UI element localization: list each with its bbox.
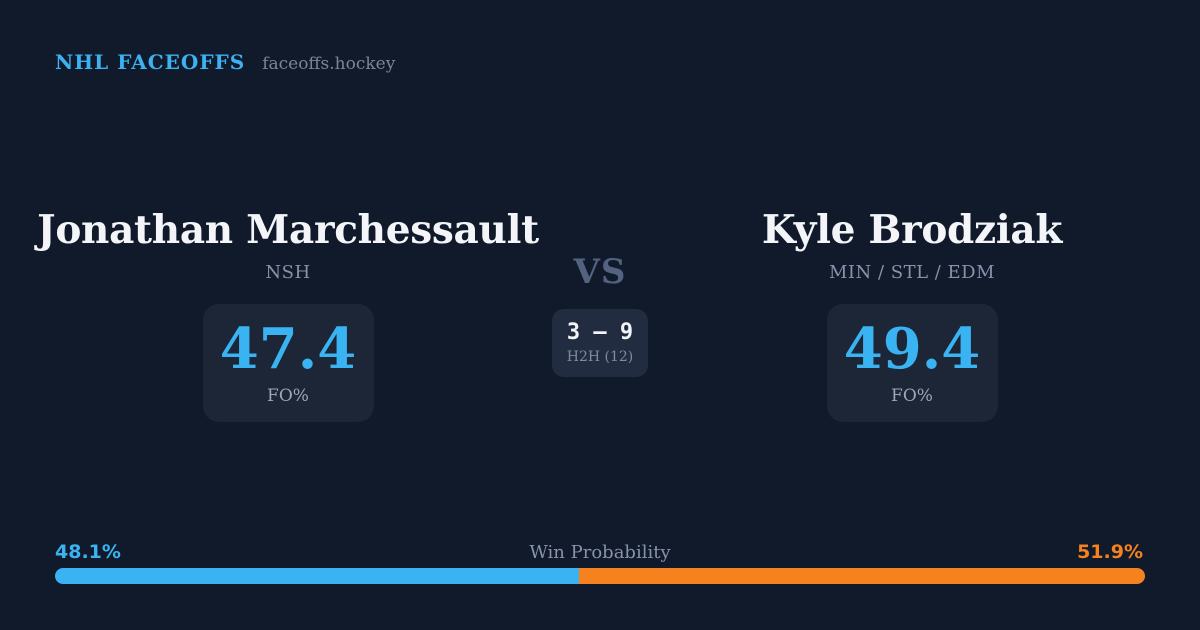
win-prob-right-percent: 51.9% <box>1077 541 1143 563</box>
h2h-score: 3 – 9 <box>566 320 634 345</box>
player-left-name: Jonathan Marchessault <box>37 207 539 253</box>
player-left-column: Jonathan Marchessault NSH 47.4 FO% <box>0 206 576 422</box>
brand-title: NHL FACEOFFS <box>55 50 246 74</box>
site-url: faceoffs.hockey <box>262 54 396 74</box>
win-prob-title: Win Probability <box>529 542 671 563</box>
win-prob-segment-left <box>55 568 580 584</box>
win-prob-left-percent: 48.1% <box>55 541 121 563</box>
player-right-fo-label: FO% <box>891 386 933 406</box>
player-left-fo-card: 47.4 FO% <box>202 304 374 422</box>
player-left-fo-value: 47.4 <box>219 316 357 382</box>
h2h-card: 3 – 9 H2H (12) <box>552 309 648 377</box>
win-prob-segment-right <box>579 568 1145 584</box>
player-right-fo-card: 49.4 FO% <box>826 304 998 422</box>
player-right-fo-value: 49.4 <box>843 316 981 382</box>
header: NHL FACEOFFS faceoffs.hockey <box>55 50 395 74</box>
player-right-column: Kyle Brodziak MIN / STL / EDM 49.4 FO% <box>624 206 1200 422</box>
vs-label: VS <box>573 252 627 292</box>
win-prob-bar <box>55 568 1145 584</box>
player-right-name: Kyle Brodziak <box>761 207 1063 253</box>
h2h-label: H2H (12) <box>566 349 634 365</box>
player-left-fo-label: FO% <box>267 386 309 406</box>
player-left-teams: NSH <box>265 262 311 283</box>
matchup-center-column: VS 3 – 9 H2H (12) <box>540 252 660 377</box>
player-right-teams: MIN / STL / EDM <box>828 262 996 283</box>
